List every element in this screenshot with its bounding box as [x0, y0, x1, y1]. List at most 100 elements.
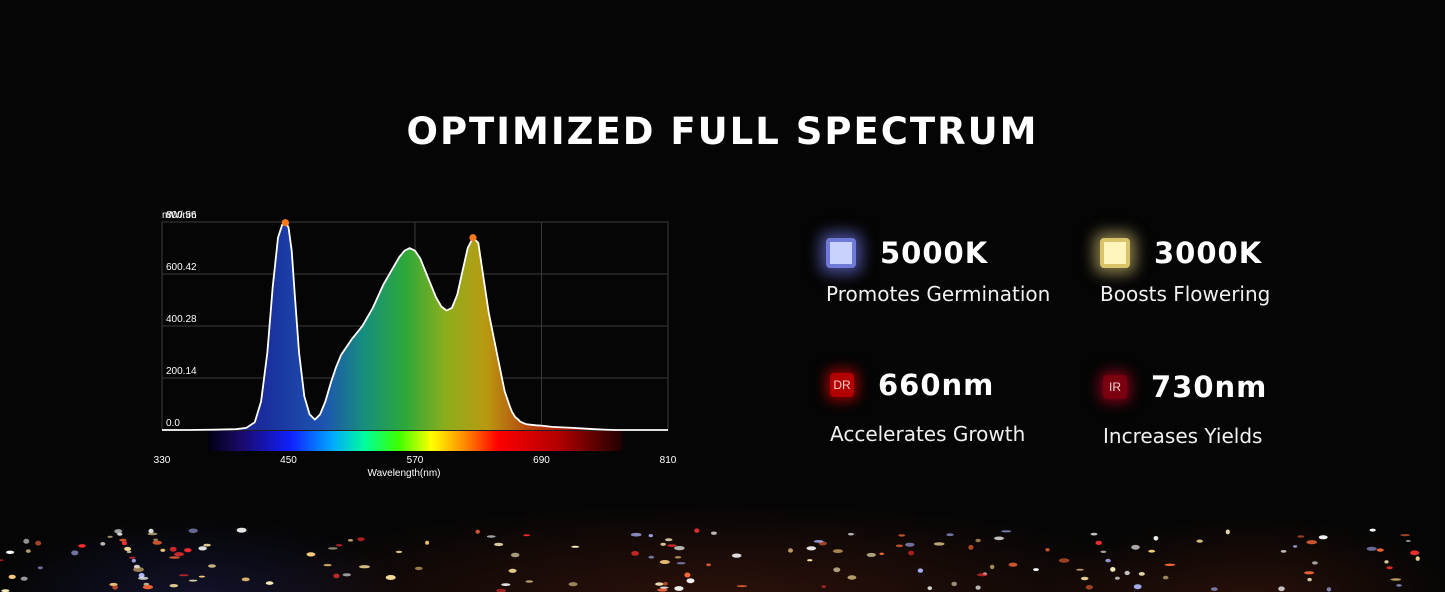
led-dot	[486, 535, 496, 538]
led-dot	[208, 564, 216, 568]
x-tick-label: 690	[533, 455, 550, 466]
feature-730nm: IR 730nm Increases Yields	[1103, 370, 1267, 448]
led-dot	[328, 547, 338, 550]
led-dot	[23, 538, 30, 544]
led-dot	[1100, 550, 1107, 553]
led-dot	[119, 538, 127, 542]
led-dot	[6, 550, 15, 554]
y-tick-label: 200.14	[166, 366, 197, 377]
led-dot	[169, 546, 177, 552]
infrared-led-icon: IR	[1103, 375, 1127, 399]
led-dot	[1045, 548, 1050, 552]
led-dot	[1095, 540, 1102, 545]
led-dot	[1133, 584, 1142, 590]
led-dot	[657, 588, 668, 592]
x-tick-label: 330	[154, 455, 171, 466]
led-dot	[8, 574, 16, 579]
led-dot	[866, 552, 876, 557]
feature-value: 3000K	[1154, 236, 1263, 270]
led-dot	[117, 532, 123, 536]
led-dot	[933, 542, 945, 546]
led-dot	[1, 589, 10, 592]
feature-660nm: DR 660nm Accelerates Growth	[830, 368, 1025, 446]
led-dot	[806, 546, 817, 551]
deep-red-led-icon: DR	[830, 373, 854, 397]
led-dot	[1225, 529, 1230, 535]
led-dot	[78, 544, 86, 548]
led-dot	[1148, 549, 1156, 553]
led-dot	[1138, 572, 1145, 576]
led-dot	[348, 539, 353, 542]
led-dot	[107, 535, 113, 538]
led-dot	[694, 528, 700, 533]
led-dot	[178, 574, 189, 577]
led-dot	[731, 553, 742, 558]
led-dot	[1131, 544, 1140, 550]
led-dot	[1410, 550, 1420, 556]
led-dot	[335, 543, 343, 547]
led-dot	[152, 540, 162, 545]
peak-marker	[281, 219, 289, 227]
cool-white-led-icon	[826, 238, 856, 268]
led-dot	[847, 532, 854, 536]
led-field-decoration	[0, 527, 1420, 592]
led-dot	[1390, 578, 1402, 581]
feature-description: Promotes Germination	[826, 282, 1051, 306]
led-dot	[198, 575, 206, 578]
led-dot	[665, 538, 673, 542]
led-dot	[968, 544, 974, 550]
led-dot	[395, 550, 403, 554]
led-dot	[188, 528, 198, 534]
led-dot	[813, 540, 824, 543]
led-dot	[1376, 548, 1384, 552]
led-dot	[1110, 567, 1116, 572]
led-dot	[1386, 566, 1393, 570]
led-dot	[112, 585, 118, 590]
page-title: OPTIMIZED FULL SPECTRUM	[406, 110, 1039, 153]
led-dot	[241, 577, 250, 582]
led-dot	[1105, 558, 1111, 563]
y-tick-label: 0.0	[166, 418, 180, 429]
led-dot	[847, 575, 857, 580]
led-dot	[1405, 540, 1411, 542]
feature-5000k: 5000K Promotes Germination	[826, 236, 1050, 306]
led-dot	[833, 567, 841, 573]
led-dot	[1326, 587, 1332, 592]
led-dot	[927, 586, 933, 591]
led-dot	[663, 582, 668, 586]
led-dot	[1124, 570, 1130, 576]
led-dot	[35, 540, 42, 546]
led-dot	[1162, 575, 1169, 580]
led-dot	[37, 566, 43, 570]
led-dot	[306, 552, 316, 557]
led-dot	[1293, 545, 1298, 548]
led-dot	[1080, 576, 1089, 581]
led-dot	[1312, 561, 1318, 565]
led-dot	[501, 583, 511, 586]
led-dot	[20, 576, 28, 581]
y-tick-label: 400.28	[166, 314, 197, 325]
led-dot	[832, 549, 843, 553]
feature-3000k: 3000K Boosts Flowering	[1100, 236, 1270, 306]
led-dot	[917, 568, 924, 573]
led-dot	[1090, 532, 1098, 536]
led-dot	[1058, 558, 1070, 563]
led-dot	[946, 533, 954, 537]
led-dot	[994, 536, 1004, 541]
x-axis-label: Wavelength(nm)	[368, 468, 441, 479]
spectrum-area	[162, 222, 668, 430]
led-dot	[895, 544, 904, 548]
x-tick-label: 570	[407, 455, 424, 466]
led-dot	[0, 559, 4, 562]
led-dot	[128, 556, 136, 559]
led-dot	[676, 562, 686, 565]
feature-description: Increases Yields	[1103, 424, 1263, 448]
led-dot	[908, 550, 915, 556]
led-dot	[975, 585, 981, 590]
led-dot	[169, 556, 180, 559]
led-dot	[1318, 535, 1328, 540]
led-dot	[674, 546, 685, 551]
led-dot	[496, 588, 507, 592]
led-dot	[153, 538, 159, 542]
led-dot	[1400, 534, 1411, 537]
